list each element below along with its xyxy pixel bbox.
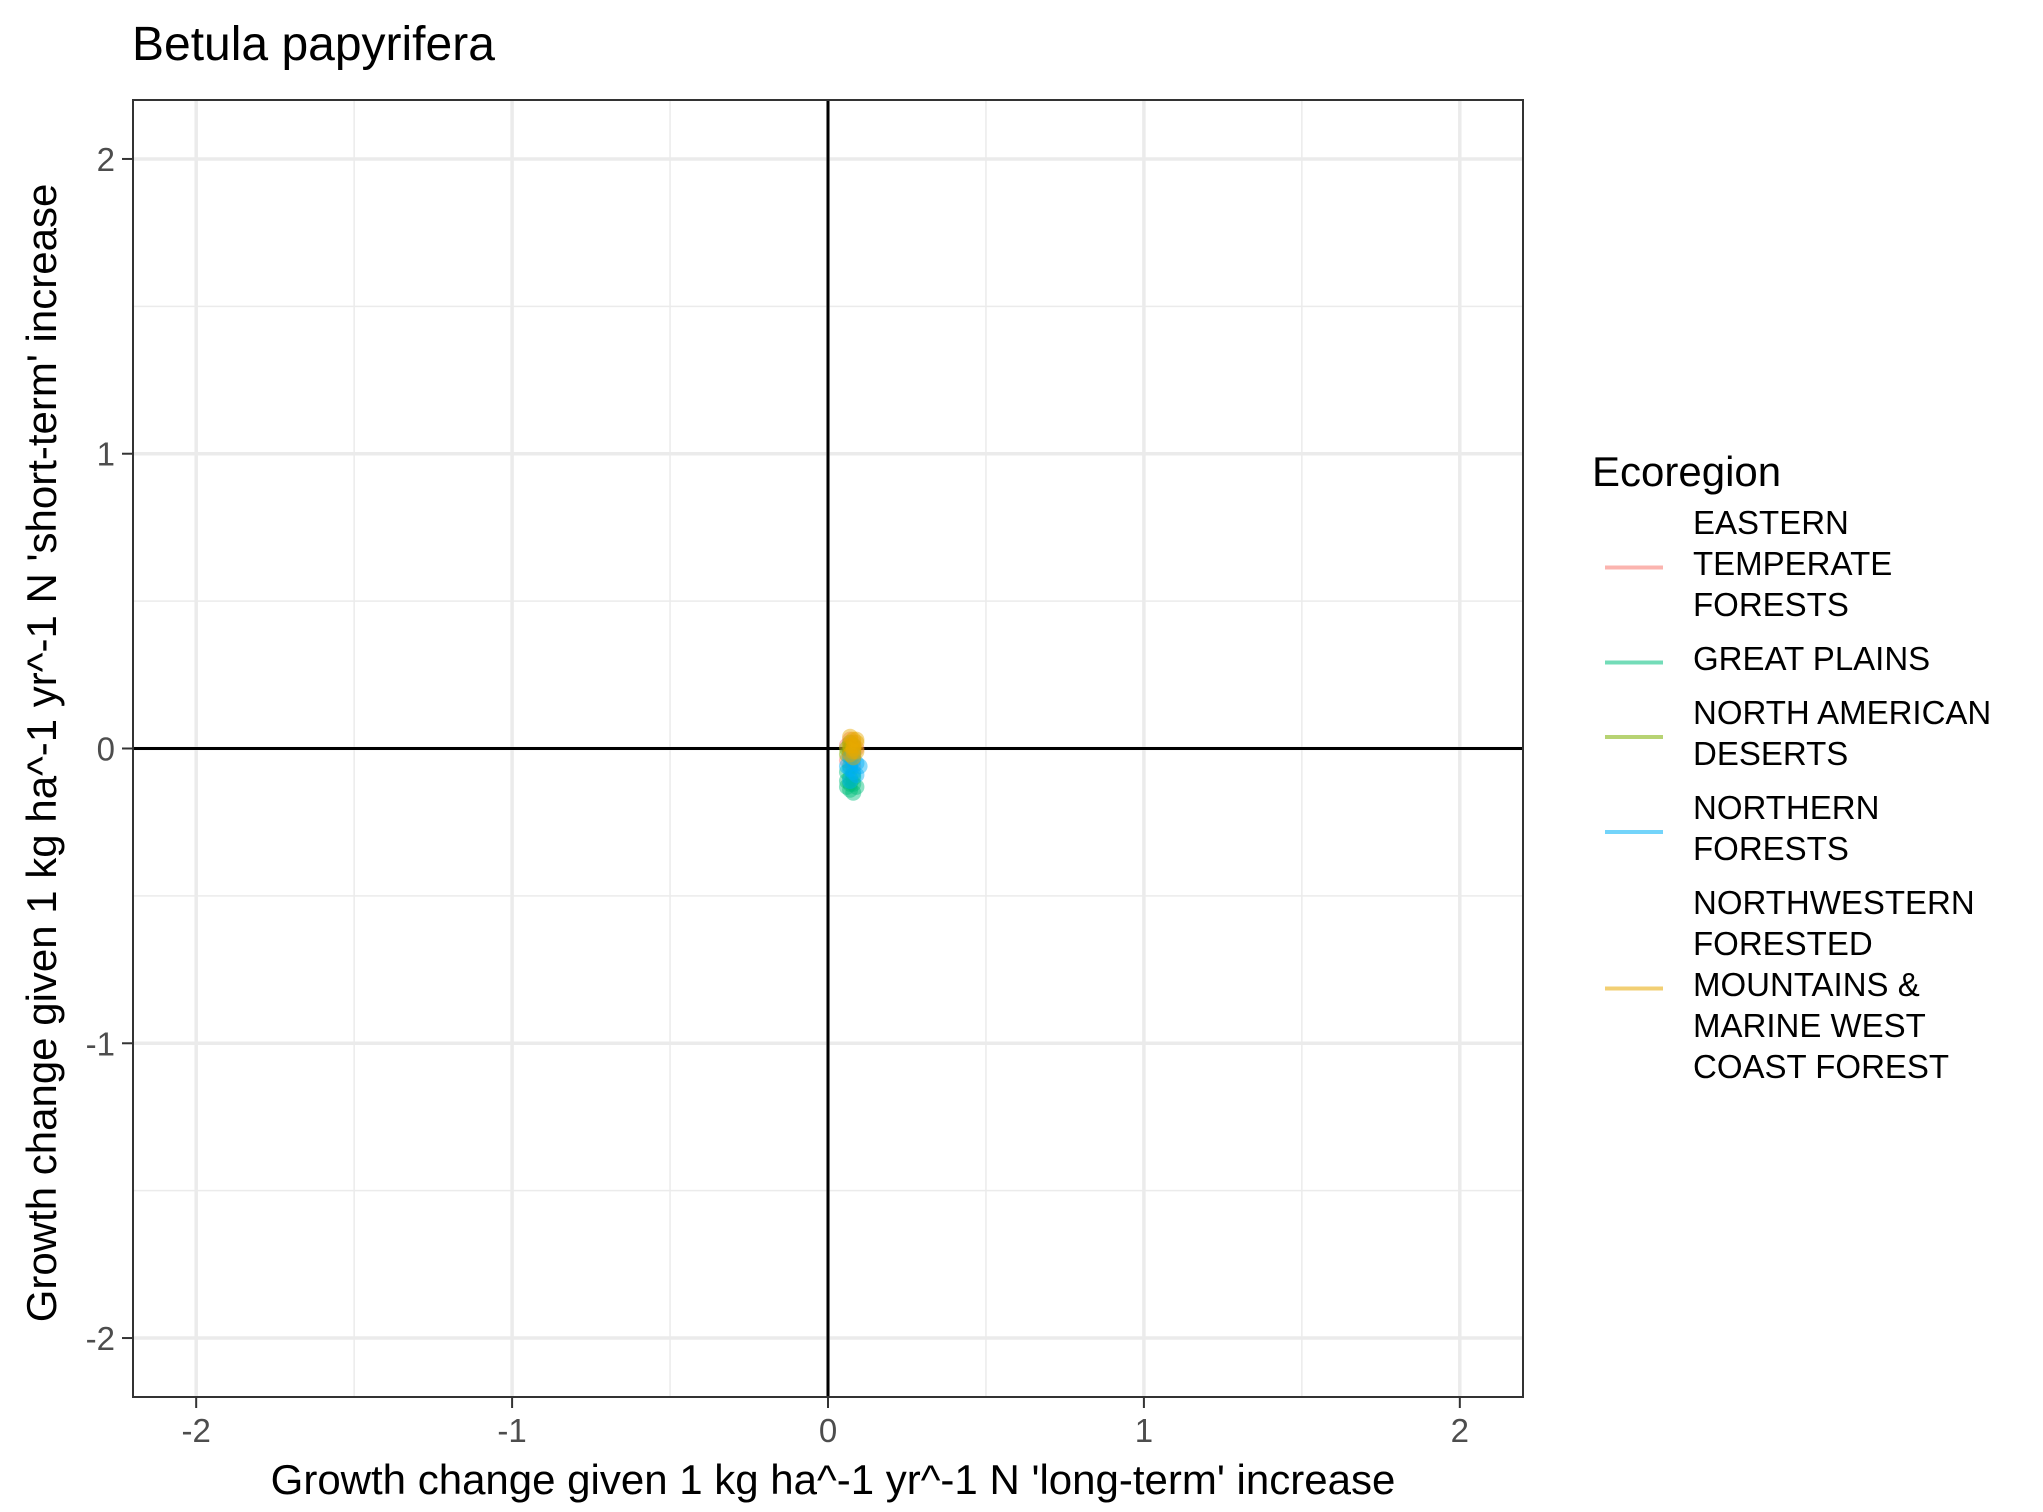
x-tick-label: 1 <box>1135 1412 1153 1449</box>
legend-label-series-2: DESERTS <box>1693 735 1848 772</box>
data-point-series-3 <box>845 746 862 763</box>
legend-label-series-0: EASTERN <box>1693 504 1849 541</box>
y-tick-label: -2 <box>86 1320 115 1357</box>
legend-label-series-4: MARINE WEST <box>1693 1007 1926 1044</box>
y-tick-label: 1 <box>97 436 115 473</box>
x-tick-label: -1 <box>497 1412 526 1449</box>
data-point-series-4 <box>848 734 865 751</box>
x-axis-label: Growth change given 1 kg ha^-1 yr^-1 N '… <box>271 1456 1396 1503</box>
data-point-series-3 <box>851 758 868 775</box>
plot-panel <box>133 100 1523 1397</box>
legend-label-series-1: GREAT PLAINS <box>1693 640 1930 677</box>
data-point-series-1 <box>838 778 855 795</box>
data-points <box>838 728 868 801</box>
legend-label-series-0: TEMPERATE <box>1693 545 1892 582</box>
data-point-series-2 <box>842 734 859 751</box>
data-point-series-4 <box>842 728 859 745</box>
data-point-series-3 <box>842 761 859 778</box>
data-point-series-2 <box>838 746 855 763</box>
data-point-series-0 <box>845 749 862 766</box>
data-point-series-1 <box>838 764 855 781</box>
data-point-series-3 <box>842 772 859 789</box>
data-point-series-4 <box>845 749 862 766</box>
data-point-series-1 <box>848 778 865 795</box>
data-point-series-0 <box>838 737 855 754</box>
x-tick-label: 2 <box>1451 1412 1469 1449</box>
data-point-series-3 <box>848 767 865 784</box>
legend-label-series-2: NORTH AMERICAN <box>1693 694 1991 731</box>
x-tick-label: 0 <box>819 1412 837 1449</box>
data-point-series-1 <box>845 767 862 784</box>
data-point-series-1 <box>842 758 859 775</box>
axes: -2 -1 0 1 2 -2 -1 0 1 2 <box>86 99 1524 1449</box>
data-point-series-1 <box>845 784 862 801</box>
data-point-series-4 <box>842 737 859 754</box>
data-point-series-1 <box>842 769 859 786</box>
data-point-series-1 <box>842 775 859 792</box>
legend-title: Ecoregion <box>1592 448 1781 495</box>
data-point-series-3 <box>845 752 862 769</box>
chart-title: Betula papyrifera <box>132 18 495 71</box>
legend-label-series-3: FORESTS <box>1693 830 1849 867</box>
y-tick-label: 0 <box>97 731 115 768</box>
data-point-series-2 <box>845 743 862 760</box>
data-point-series-4 <box>845 740 862 757</box>
y-tick-label: -1 <box>86 1025 115 1062</box>
y-axis-label: Growth change given 1 kg ha^-1 yr^-1 N '… <box>18 184 65 1323</box>
data-point-series-1 <box>842 781 859 798</box>
data-point-series-3 <box>848 755 865 772</box>
data-point-series-2 <box>845 737 862 754</box>
legend-label-series-3: NORTHERN <box>1693 789 1879 826</box>
data-point-series-4 <box>845 737 862 754</box>
data-point-series-0 <box>845 734 862 751</box>
data-point-series-2 <box>838 740 855 757</box>
data-point-series-4 <box>848 743 865 760</box>
x-tick-label: -2 <box>182 1412 211 1449</box>
data-point-series-3 <box>845 764 862 781</box>
data-point-series-3 <box>842 749 859 766</box>
data-point-series-0 <box>842 746 859 763</box>
data-point-series-0 <box>842 743 859 760</box>
data-point-series-0 <box>845 758 862 775</box>
y-tick-label: 2 <box>97 141 115 178</box>
legend: Ecoregion EASTERN TEMPERATE FORESTS GREAT P… <box>1592 448 1991 1085</box>
data-point-series-3 <box>838 758 855 775</box>
data-point-series-4 <box>845 743 862 760</box>
data-point-series-1 <box>845 775 862 792</box>
data-point-series-2 <box>842 740 859 757</box>
data-point-series-0 <box>848 740 865 757</box>
legend-label-series-4: MOUNTAINS & <box>1693 966 1920 1003</box>
data-point-series-0 <box>842 731 859 748</box>
legend-label-series-4: FORESTED <box>1693 925 1873 962</box>
data-point-series-1 <box>838 772 855 789</box>
data-point-series-4 <box>848 731 865 748</box>
data-point-series-0 <box>838 752 855 769</box>
data-point-series-1 <box>845 769 862 786</box>
legend-label-series-4: COAST FOREST <box>1693 1048 1949 1085</box>
data-point-series-4 <box>842 746 859 763</box>
data-point-series-4 <box>845 731 862 748</box>
legend-label-series-0: FORESTS <box>1693 586 1849 623</box>
legend-label-series-4: NORTHWESTERN <box>1693 884 1975 921</box>
